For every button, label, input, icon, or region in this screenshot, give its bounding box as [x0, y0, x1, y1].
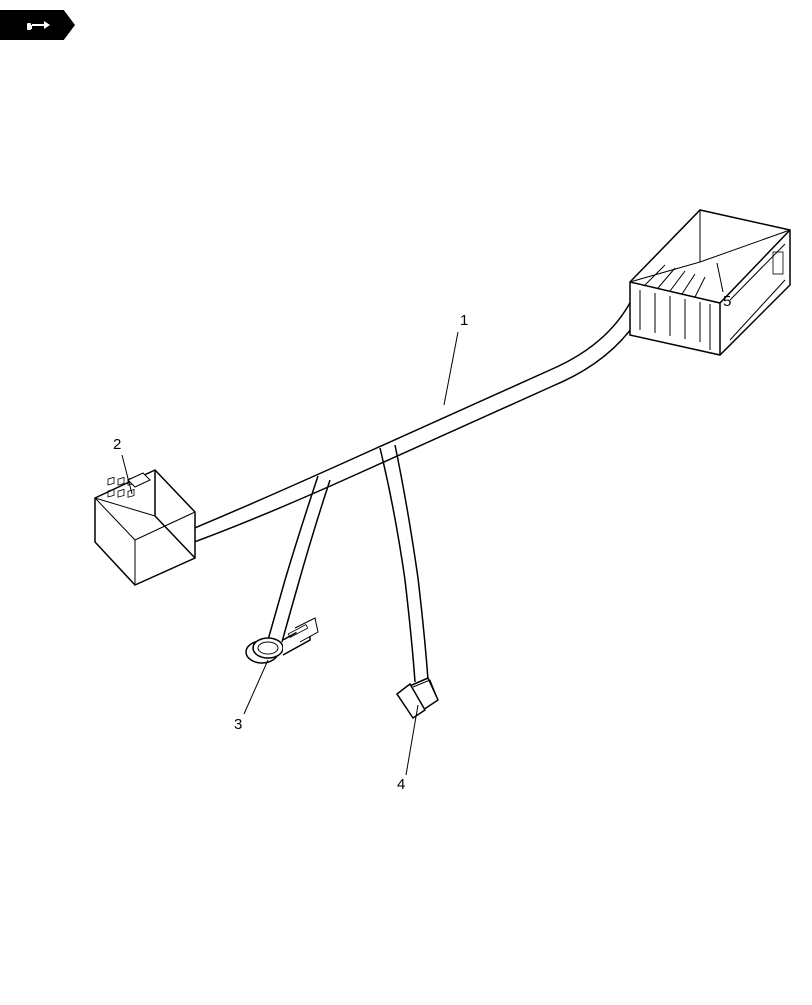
- connector-2: [95, 470, 195, 585]
- callout-1: 1: [460, 312, 468, 329]
- diagram-container: 1 2 3 4 5: [0, 0, 812, 1000]
- callout-5: 5: [723, 293, 731, 310]
- connector-4: [397, 678, 438, 718]
- callout-2: 2: [113, 436, 121, 453]
- connector-5: [630, 210, 790, 355]
- callout-3: 3: [234, 716, 242, 733]
- harness-diagram: [0, 0, 812, 1000]
- callout-4: 4: [397, 776, 405, 793]
